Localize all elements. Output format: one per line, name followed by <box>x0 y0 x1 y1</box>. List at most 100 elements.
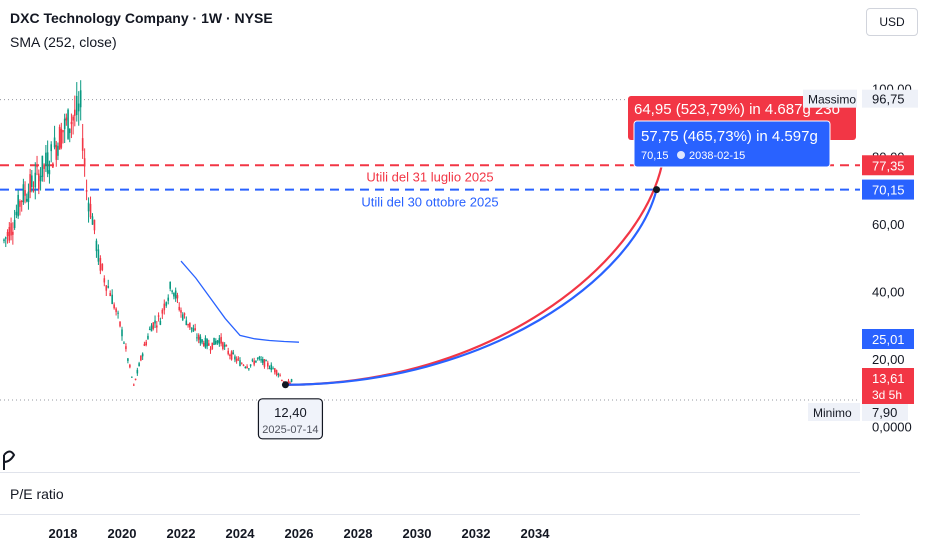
indicator-label[interactable]: SMA (252, close) <box>10 34 117 50</box>
candle-body <box>218 338 221 344</box>
candle-body <box>141 353 144 357</box>
candle-body <box>70 121 73 125</box>
candle-body <box>265 360 267 362</box>
candle-body <box>167 297 170 301</box>
candle-body <box>50 144 52 152</box>
x-tick-label: 2030 <box>403 526 432 541</box>
candle-body <box>234 356 236 360</box>
candle-body <box>13 219 16 228</box>
candle-body <box>109 293 111 296</box>
pane-separator[interactable] <box>0 472 860 473</box>
x-tick-label: 2022 <box>167 526 196 541</box>
y-tick-label: 60,00 <box>872 217 905 232</box>
candle-body <box>165 302 168 306</box>
candle-body <box>4 237 7 239</box>
candle-body <box>272 368 274 370</box>
candle-body <box>83 158 86 167</box>
candle-body <box>25 198 28 202</box>
candle-body <box>260 359 262 361</box>
min-price-box <box>862 403 908 421</box>
candle-body <box>154 320 156 324</box>
candle-body <box>81 138 84 151</box>
candle-body <box>232 352 235 354</box>
candle-body <box>185 320 188 325</box>
currency-button[interactable]: USD <box>866 8 918 36</box>
candle-body <box>20 200 23 202</box>
candle-body <box>287 380 290 386</box>
candle-body <box>174 290 177 299</box>
candle-body <box>60 128 63 148</box>
candle-body <box>229 354 231 356</box>
time-axis-separator <box>0 514 860 515</box>
candle-body <box>39 175 42 182</box>
projection-sub-date: 2038-02-15 <box>689 150 745 162</box>
dividend-flag-icon <box>3 450 16 470</box>
candle-body <box>157 315 160 317</box>
candle-body <box>246 366 248 369</box>
candle-body <box>244 366 247 368</box>
candle-body <box>150 325 153 332</box>
sma-price-tag <box>862 329 914 349</box>
candle-body <box>101 263 104 270</box>
x-tick-label: 2034 <box>521 526 551 541</box>
candle-body <box>97 249 100 262</box>
max-label: Massimo <box>808 93 856 107</box>
candle-body <box>3 239 5 242</box>
candle-body <box>159 321 162 325</box>
candle-body <box>194 328 196 331</box>
candle-body <box>192 328 195 332</box>
candle-body <box>89 203 92 218</box>
candle-body <box>67 109 69 139</box>
candle-body <box>111 294 113 305</box>
chart-title: DXC Technology Company · 1W · NYSE <box>10 10 273 26</box>
sma-line <box>180 260 300 343</box>
candle-body <box>31 175 33 188</box>
candle-body <box>227 350 229 355</box>
candle-body <box>62 130 64 133</box>
candle-body <box>107 286 110 288</box>
candle-body <box>134 378 137 381</box>
candle-body <box>189 322 191 328</box>
pe-ratio-label: P/E ratio <box>10 486 64 502</box>
candle-body <box>181 314 184 320</box>
candle-body <box>197 334 200 340</box>
candle-body <box>242 364 245 366</box>
candle-body <box>237 358 240 360</box>
candle-body <box>136 369 139 374</box>
candle-body <box>222 342 224 350</box>
price-tag-text: 70,15 <box>872 183 905 198</box>
candle-body <box>289 382 291 385</box>
candle-body <box>196 337 198 339</box>
price-tag-red <box>862 155 914 176</box>
x-tick-label: 2032 <box>462 526 491 541</box>
candle-body <box>215 340 217 345</box>
x-tick-label: 2028 <box>344 526 373 541</box>
candle-body <box>225 345 228 347</box>
candle-body <box>91 216 94 225</box>
candle-body <box>253 360 255 365</box>
candle-body <box>152 322 155 329</box>
candle-body <box>169 281 171 289</box>
candle-body <box>95 240 98 252</box>
candle-body <box>48 170 51 175</box>
candle-body <box>77 103 80 112</box>
max-price: 96,75 <box>872 92 905 107</box>
candle-body <box>10 223 12 236</box>
candle-body <box>29 174 31 193</box>
candle-body <box>87 202 90 212</box>
candle-body <box>270 364 273 370</box>
candle-body <box>93 219 96 231</box>
candle-body <box>258 357 261 359</box>
y-tick-label: 20,00 <box>872 352 905 367</box>
candle-body <box>180 310 182 313</box>
candle-body <box>178 306 181 310</box>
last-price-countdown: 3d 5h <box>872 388 902 402</box>
candle-body <box>235 359 238 362</box>
x-tick-label: 2018 <box>49 526 78 541</box>
candle-body <box>201 339 203 343</box>
candle-body <box>12 231 14 235</box>
earnings-label-oct: Utili del 30 ottobre 2025 <box>361 195 498 210</box>
candle-body <box>53 137 56 148</box>
candle-body <box>256 357 259 359</box>
